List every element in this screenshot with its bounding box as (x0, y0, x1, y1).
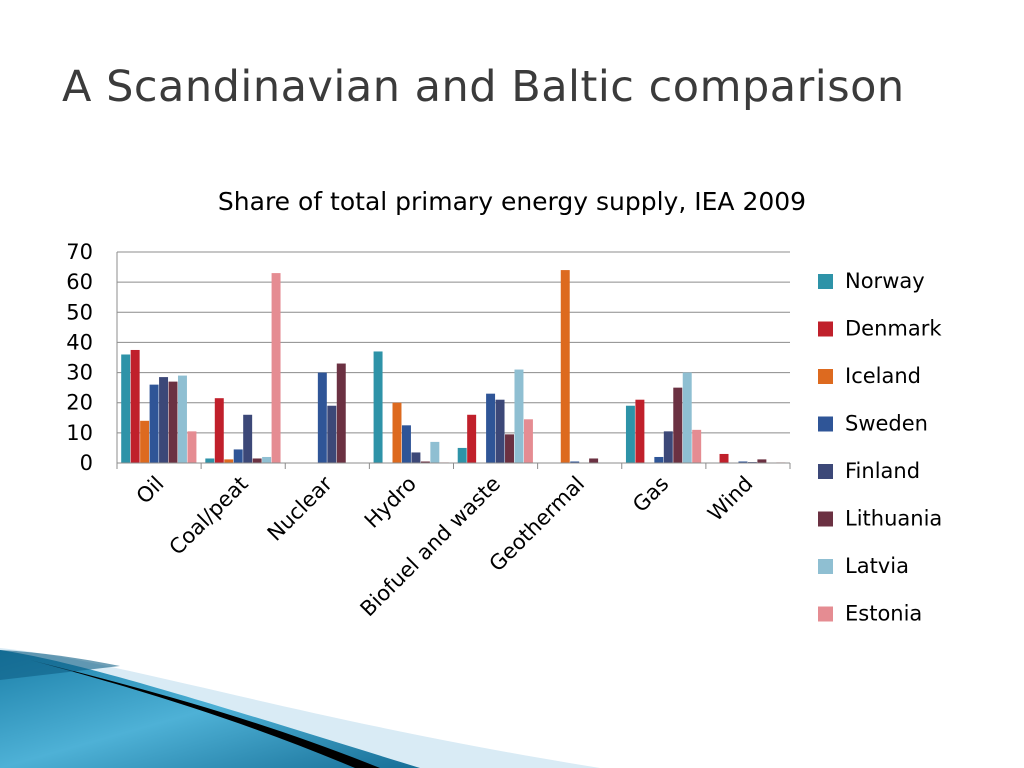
bar-lithuania-0 (168, 381, 178, 463)
bar-norway-6 (625, 405, 635, 463)
legend-label: Norway (845, 269, 925, 293)
legend-swatch (818, 559, 833, 574)
bar-iceland-5 (560, 270, 570, 463)
bar-lithuania-6 (673, 387, 683, 463)
legend-swatch (818, 369, 833, 384)
bar-lithuania-3 (420, 461, 430, 463)
bar-iceland-1 (224, 459, 234, 463)
legend-swatch (818, 606, 833, 622)
x-tick-label: Coal/peat (165, 472, 253, 560)
bar-sweden-7 (738, 461, 748, 463)
bar-estonia-0 (187, 431, 197, 463)
slide-title: A Scandinavian and Baltic comparison (62, 62, 905, 112)
legend-swatch (818, 321, 833, 337)
bar-iceland-0 (140, 420, 150, 463)
y-tick-label: 0 (80, 451, 93, 475)
bar-lithuania-7 (757, 459, 767, 463)
x-tick-label: Wind (703, 472, 757, 526)
legend-label: Sweden (845, 412, 928, 436)
x-tick-label: Gas (628, 472, 673, 517)
bar-sweden-0 (149, 384, 159, 463)
bar-sweden-1 (233, 449, 243, 463)
bar-lithuania-4 (505, 434, 514, 463)
legend-swatch (818, 464, 833, 479)
bar-sweden-5 (570, 461, 580, 463)
bar-finland-0 (159, 377, 169, 463)
bars (121, 270, 786, 463)
legend-swatch (818, 274, 833, 289)
bar-denmark-7 (719, 453, 729, 463)
bar-finland-1 (243, 414, 253, 463)
x-tick-label: Oil (132, 472, 169, 509)
y-tick-label: 10 (66, 421, 93, 445)
bar-denmark-0 (130, 349, 140, 463)
legend-label: Finland (845, 459, 920, 483)
bar-iceland-3 (392, 402, 402, 463)
bar-denmark-6 (635, 399, 645, 463)
bar-lithuania-1 (252, 458, 262, 463)
bar-denmark-4 (467, 414, 477, 463)
y-tick-label: 30 (66, 361, 93, 385)
bar-sweden-3 (401, 425, 411, 463)
chart-title: Share of total primary energy supply, IE… (218, 187, 806, 216)
bar-finland-3 (411, 452, 421, 463)
legend-swatch (818, 416, 833, 432)
bar-latvia-1 (262, 456, 272, 463)
x-tick-label: Hydro (360, 472, 421, 533)
bar-lithuania-2 (336, 363, 346, 463)
bar-finland-2 (327, 405, 337, 463)
y-tick-label: 40 (66, 330, 93, 354)
x-tick-label: Nuclear (263, 471, 337, 545)
legend-label: Lithuania (845, 507, 942, 531)
gridlines (117, 251, 790, 434)
bar-finland-4 (495, 399, 505, 463)
bar-finland-6 (663, 431, 673, 463)
legend: Norway Denmark Iceland Sweden Finland Lithuan… (818, 269, 942, 626)
bar-sweden-4 (486, 393, 496, 463)
bar-norway-3 (373, 351, 383, 463)
bar-latvia-3 (430, 441, 440, 463)
bar-norway-4 (457, 447, 467, 463)
y-tick-label: 20 (66, 391, 93, 415)
y-tick-label: 60 (66, 270, 93, 294)
y-tick-label: 50 (66, 300, 93, 324)
y-tick-label: 70 (66, 240, 93, 264)
bar-sweden-6 (654, 456, 664, 463)
y-axis: 0 10 20 30 40 50 60 70 (66, 240, 118, 475)
bar-denmark-1 (214, 398, 224, 463)
bar-norway-0 (121, 354, 131, 463)
bar-latvia-6 (682, 372, 692, 463)
bar-sweden-2 (317, 372, 327, 463)
legend-label: Denmark (845, 317, 942, 341)
bar-latvia-0 (177, 375, 187, 463)
legend-label: Iceland (845, 364, 921, 388)
bar-lithuania-5 (589, 458, 599, 463)
bar-latvia-4 (514, 369, 524, 463)
bar-estonia-4 (523, 419, 533, 463)
legend-label: Latvia (845, 554, 909, 578)
bar-estonia-6 (692, 429, 702, 463)
bar-norway-1 (205, 458, 215, 463)
legend-swatch (818, 511, 833, 527)
bar-estonia-1 (271, 273, 281, 463)
x-tick-label: Biofuel and waste (356, 472, 506, 622)
legend-label: Estonia (845, 602, 922, 626)
